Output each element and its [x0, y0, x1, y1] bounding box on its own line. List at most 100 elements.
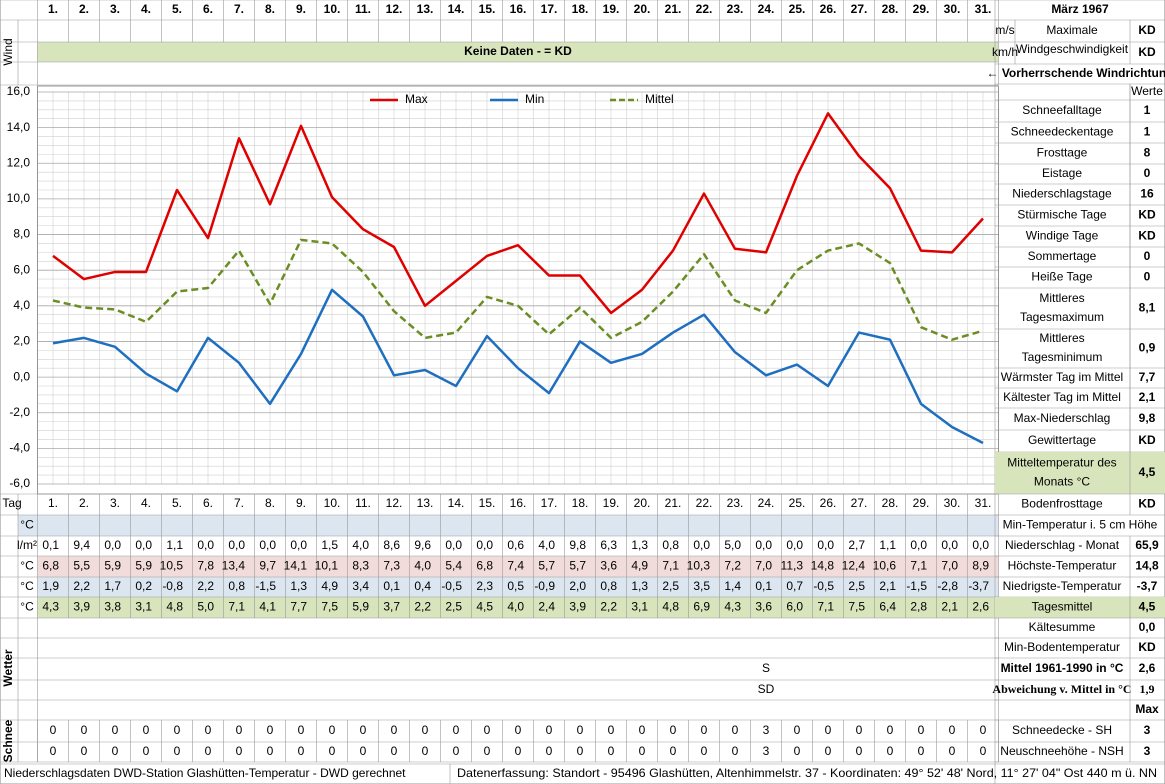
day-number: 15. [479, 496, 496, 510]
day-value: 2,5 [848, 579, 865, 593]
day-number: 18. [572, 2, 589, 16]
day-value: 10,3 [687, 559, 711, 573]
stat-value: 4,5 [1139, 465, 1156, 479]
wind-unit: m/s [995, 23, 1014, 37]
y-tick-label: 2,0 [13, 334, 30, 348]
snow-value: 0 [50, 723, 57, 737]
day-number: 3. [110, 2, 120, 16]
day-value: 9,6 [414, 538, 431, 552]
day-number: 5. [172, 2, 182, 16]
day-value: 2,2 [414, 600, 431, 614]
day-value: 9,4 [73, 538, 90, 552]
day-value: 4,8 [166, 600, 183, 614]
snow-label: Schnee [1, 719, 15, 762]
day-number: 19. [603, 496, 620, 510]
day-number: 31. [975, 2, 992, 16]
snow-value: 0 [484, 723, 491, 737]
day-number: 8. [265, 496, 275, 510]
day-number: 12. [386, 496, 403, 510]
day-value: 1,5 [321, 538, 338, 552]
series-line [52, 288, 984, 445]
unit-label: °C [20, 518, 34, 532]
legend-label: Min [525, 92, 544, 106]
snow-value: 0 [608, 723, 615, 737]
day-value: 3,9 [569, 600, 586, 614]
summary-value: KD [1138, 640, 1156, 654]
snow-value: 0 [50, 744, 57, 758]
snow-value: 0 [639, 744, 646, 758]
day-value: 6,8 [42, 559, 59, 573]
day-value: 5,9 [135, 559, 152, 573]
day-value: 7,2 [724, 559, 741, 573]
day-number: 11. [355, 2, 371, 16]
snow-value: 0 [236, 744, 243, 758]
summary-value: 2,6 [1139, 661, 1156, 675]
day-number: 8. [265, 2, 275, 16]
day-value: 7,7 [290, 600, 307, 614]
day-value: 5,7 [569, 559, 586, 573]
day-value: 0,1 [42, 538, 59, 552]
stat-label: Mittleres [1039, 291, 1084, 305]
summary-label: Neuschneehöhe - NSH [1000, 744, 1123, 758]
snow-value: 0 [298, 723, 305, 737]
day-number: 15. [479, 2, 496, 16]
day-value: 3,7 [383, 600, 400, 614]
footer-left: Niederschlagsdaten DWD-Station Glashütte… [4, 766, 406, 780]
day-number: 16. [510, 2, 527, 16]
day-value: -0,5 [813, 579, 834, 593]
day-number: 16. [510, 496, 527, 510]
day-number: 5. [172, 496, 182, 510]
day-value: 0,7 [786, 579, 803, 593]
day-value: 0,0 [476, 538, 493, 552]
day-value: 2,6 [972, 600, 989, 614]
day-value: 7,5 [848, 600, 865, 614]
day-value: 2,7 [848, 538, 865, 552]
day-value: 0,8 [662, 538, 679, 552]
summary-label: Abweichung v. Mittel in °C [992, 682, 1131, 696]
day-value: 7,1 [910, 559, 927, 573]
day-value: 7,1 [662, 559, 679, 573]
day-number: 18. [572, 496, 589, 510]
snow-value: 0 [701, 723, 708, 737]
summary-label: Niedrigste-Temperatur [1003, 579, 1122, 593]
snow-value: 0 [918, 723, 925, 737]
day-number: 29. [913, 2, 930, 16]
day-value: 10,1 [315, 559, 339, 573]
day-value: 10,5 [160, 559, 184, 573]
day-number: 23. [727, 2, 744, 16]
wind-value: KD [1138, 45, 1156, 59]
stat-value: KD [1138, 433, 1156, 447]
summary-label: Min-Bodentemperatur [1004, 640, 1120, 654]
day-value: 7,4 [507, 559, 524, 573]
legend-label: Mittel [645, 92, 674, 106]
day-value: 2,3 [476, 579, 493, 593]
snow-value: 0 [577, 744, 584, 758]
stat-value: 9,8 [1139, 411, 1156, 425]
day-value: 4,3 [42, 600, 59, 614]
stat-label: Schneefalltage [1022, 103, 1102, 117]
day-value: 7,0 [755, 559, 772, 573]
y-tick-label: 16,0 [7, 84, 31, 98]
day-value: 4,3 [724, 600, 741, 614]
snow-value: 0 [887, 744, 894, 758]
day-value: 0,5 [507, 579, 524, 593]
wind-max-label: Windgeschwindigkeit [1016, 42, 1129, 56]
day-value: 0,6 [507, 538, 524, 552]
day-value: 0,8 [228, 579, 245, 593]
snow-value: 0 [267, 723, 274, 737]
day-number: 30. [944, 2, 961, 16]
row-background [37, 536, 999, 556]
day-number: 19. [603, 2, 620, 16]
day-number: 3. [110, 496, 120, 510]
snow-value: 0 [360, 723, 367, 737]
stat-highlight [995, 452, 1165, 494]
day-value: 1,3 [290, 579, 307, 593]
day-value: 9,7 [259, 559, 276, 573]
day-value: 6,8 [476, 559, 493, 573]
stat-value: 0 [1144, 166, 1151, 180]
day-value: 8,6 [383, 538, 400, 552]
day-value: 3,9 [73, 600, 90, 614]
footer-right: Datenerfassung: Standort - 95496 Glashüt… [457, 766, 1157, 780]
series-line [52, 238, 984, 341]
day-value: 6,9 [693, 600, 710, 614]
